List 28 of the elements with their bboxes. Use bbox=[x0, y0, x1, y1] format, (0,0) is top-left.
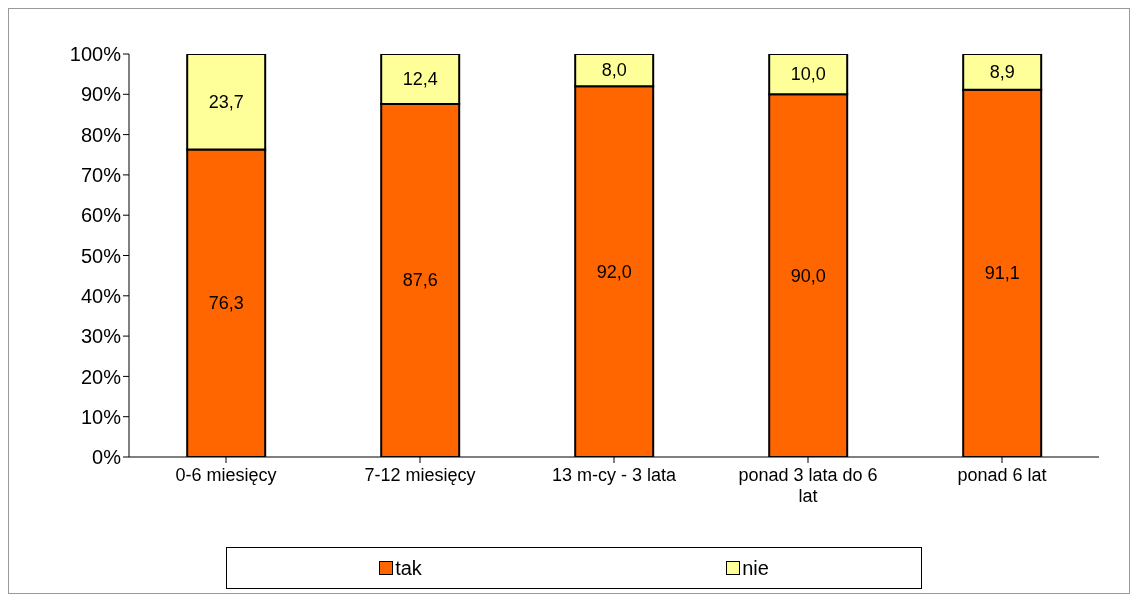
x-tick-label: 13 m-cy - 3 lata bbox=[551, 465, 678, 485]
x-tick-label: ponad 6 lat bbox=[957, 465, 1047, 485]
y-tick-label: 90% bbox=[80, 83, 122, 106]
y-tick-label: 50% bbox=[80, 244, 122, 267]
legend-label: tak bbox=[394, 556, 422, 580]
x-tick-label: ponad 3 lata do 6 lat bbox=[738, 465, 878, 506]
data-label: 92,0 bbox=[596, 261, 632, 282]
data-label: 76,3 bbox=[208, 293, 244, 314]
data-label: 91,1 bbox=[984, 263, 1020, 284]
data-label: 8,0 bbox=[601, 60, 627, 81]
y-tick-label: 10% bbox=[80, 405, 122, 428]
y-tick-label: 0% bbox=[92, 446, 122, 469]
data-label: 8,9 bbox=[989, 61, 1015, 82]
data-label: 10,0 bbox=[790, 64, 826, 85]
y-tick-label: 40% bbox=[80, 284, 122, 307]
data-label: 90,0 bbox=[790, 265, 826, 286]
y-tick-label: 60% bbox=[80, 204, 122, 227]
y-tick-label: 80% bbox=[80, 123, 122, 146]
y-tick-label: 70% bbox=[80, 164, 122, 186]
y-tick-label: 30% bbox=[80, 325, 122, 348]
data-label: 23,7 bbox=[208, 91, 244, 112]
legend-label: nie bbox=[741, 556, 769, 580]
y-tick-label: 100% bbox=[69, 43, 122, 66]
data-label: 12,4 bbox=[402, 68, 438, 89]
x-tick-label: 7-12 miesięcy bbox=[364, 465, 476, 485]
y-tick-label: 20% bbox=[80, 365, 122, 388]
data-label: 87,6 bbox=[402, 270, 438, 291]
x-tick-label: 0-6 miesięcy bbox=[175, 465, 277, 485]
